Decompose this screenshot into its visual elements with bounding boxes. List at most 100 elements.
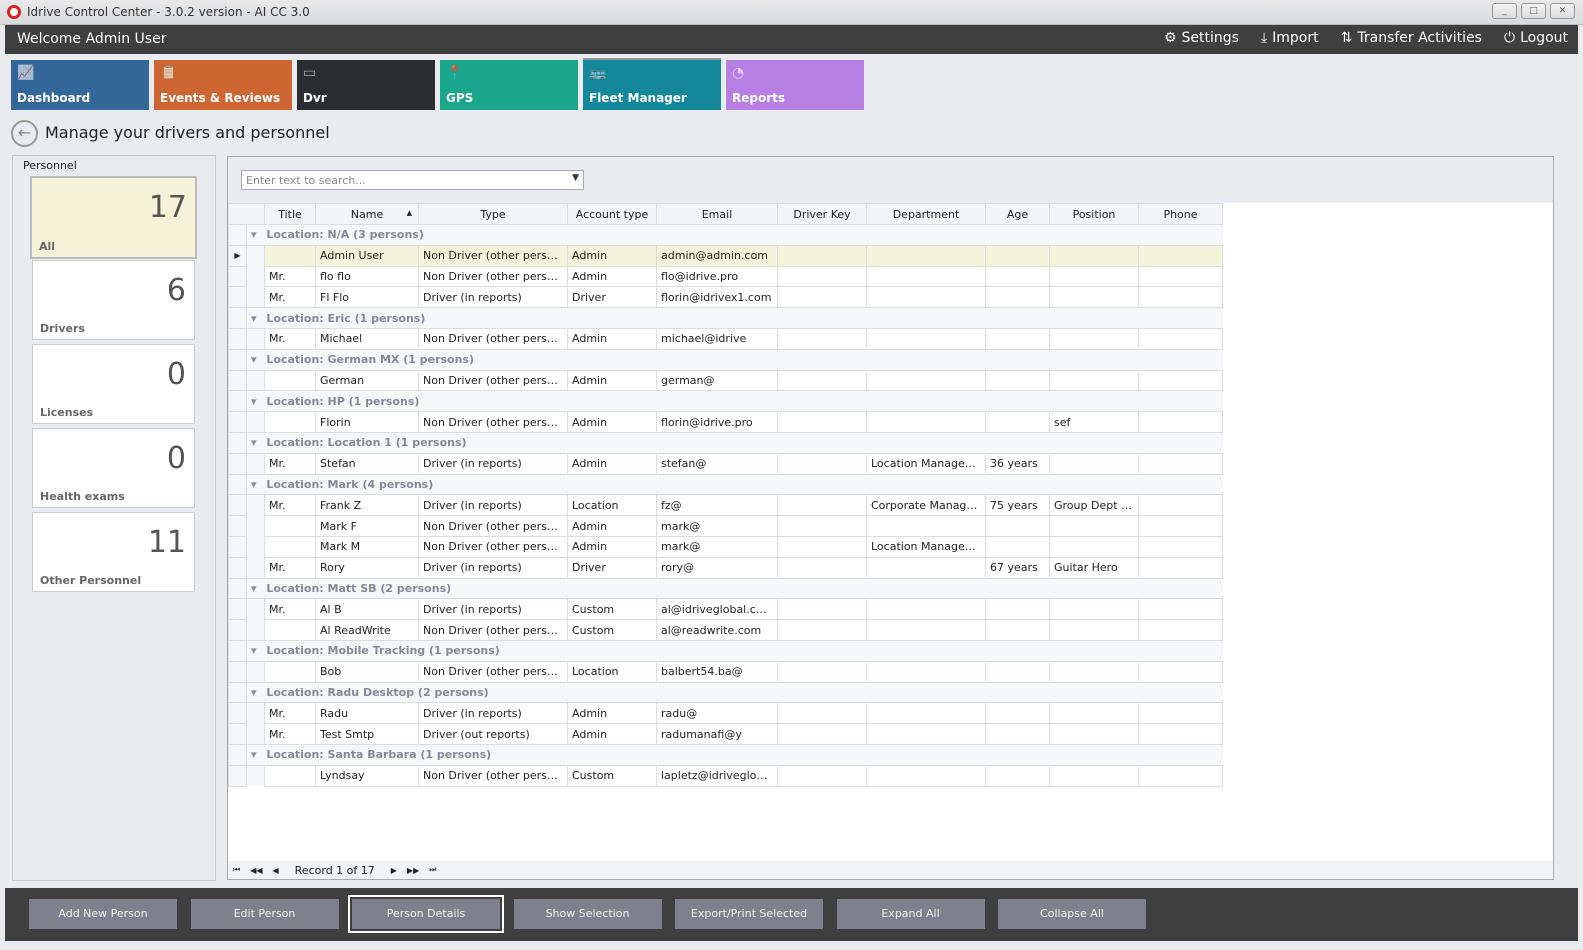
cell-email[interactable]: mark@	[656, 535, 778, 558]
cell-department[interactable]	[866, 764, 986, 787]
cell-account-type[interactable]: Driver	[567, 556, 657, 579]
cell-position[interactable]	[1049, 723, 1139, 745]
cell-name[interactable]: Admin User	[315, 244, 419, 267]
table-row[interactable]: Mr. Rory Driver (in reports) Driver rory@ 67 …	[228, 556, 1223, 579]
cell-email[interactable]: radumanafi@y	[656, 723, 778, 745]
cell-position[interactable]	[1049, 598, 1139, 621]
cell-email[interactable]: admin@admin.com	[656, 244, 778, 267]
cell-title[interactable]: Mr.	[264, 723, 316, 745]
cell-driver-key[interactable]	[777, 515, 867, 537]
cell-type[interactable]: Non Driver (other personnel)	[418, 265, 568, 288]
table-row[interactable]: Florin Non Driver (other personnel) Admin f…	[228, 411, 1223, 433]
cell-department[interactable]	[866, 265, 986, 288]
chevron-down-icon[interactable]: ▾	[251, 228, 261, 242]
cell-driver-key[interactable]	[777, 619, 867, 641]
cell-account-type[interactable]: Admin	[567, 723, 657, 745]
cell-account-type[interactable]: Driver	[567, 286, 657, 309]
cell-driver-key[interactable]	[777, 286, 867, 309]
cell-age[interactable]	[985, 660, 1050, 683]
cell-title[interactable]	[264, 619, 316, 641]
cell-age[interactable]	[985, 244, 1050, 267]
cell-department[interactable]	[866, 369, 986, 392]
cell-driver-key[interactable]	[777, 327, 867, 350]
back-button[interactable]: ←	[11, 120, 38, 147]
cell-age[interactable]: 75 years	[985, 494, 1050, 517]
chevron-down-icon[interactable]: ▾	[251, 311, 261, 325]
chevron-down-icon[interactable]: ▾	[251, 748, 261, 762]
collapse-all-button[interactable]: Collapse All	[998, 899, 1146, 929]
table-row[interactable]: ▶ Admin User Non Driver (other personnel) A…	[228, 244, 1223, 267]
group-row[interactable]: ▾ Location: Radu Desktop (2 persons)	[228, 681, 1223, 704]
group-row[interactable]: ▾ Location: Santa Barbara (1 persons)	[228, 743, 1223, 766]
transfer-activities-button[interactable]: ⇅ Transfer Activities	[1341, 30, 1482, 46]
column-header-type[interactable]: Type	[418, 203, 568, 225]
group-row[interactable]: ▾ Location: Mark (4 persons)	[228, 473, 1223, 496]
cell-position[interactable]	[1049, 369, 1139, 392]
export-print-selected-button[interactable]: Export/Print Selected	[675, 899, 823, 929]
cell-account-type[interactable]: Custom	[567, 764, 657, 787]
minimize-button[interactable]: _	[1492, 3, 1517, 19]
next-page-button[interactable]: ▶▶	[406, 865, 420, 875]
cell-age[interactable]	[985, 265, 1050, 288]
cell-age[interactable]	[985, 327, 1050, 350]
cell-account-type[interactable]: Admin	[567, 265, 657, 288]
cell-email[interactable]: radu@	[656, 702, 778, 725]
table-row[interactable]: German Non Driver (other personnel) Admin g…	[228, 369, 1223, 392]
cell-phone[interactable]	[1138, 702, 1223, 725]
cell-age[interactable]: 67 years	[985, 556, 1050, 579]
cell-position[interactable]	[1049, 660, 1139, 683]
table-row[interactable]: Mr. Frank Z Driver (in reports) Location fz@…	[228, 494, 1223, 517]
table-row[interactable]: Al ReadWrite Non Driver (other personnel)…	[228, 619, 1223, 641]
cell-email[interactable]: rory@	[656, 556, 778, 579]
cell-driver-key[interactable]	[777, 598, 867, 621]
cell-driver-key[interactable]	[777, 452, 867, 475]
cell-phone[interactable]	[1138, 723, 1223, 745]
cell-email[interactable]: al@readwrite.com	[656, 619, 778, 641]
cell-department[interactable]: Location Management	[866, 535, 986, 558]
cell-age[interactable]	[985, 515, 1050, 537]
cell-driver-key[interactable]	[777, 660, 867, 683]
chevron-down-icon[interactable]: ▾	[251, 581, 261, 595]
cell-title[interactable]	[264, 515, 316, 537]
tile-dvr[interactable]: ▭ Dvr	[297, 60, 435, 110]
cell-title[interactable]: Mr.	[264, 702, 316, 725]
cell-position[interactable]	[1049, 244, 1139, 267]
cell-department[interactable]	[866, 660, 986, 683]
group-row[interactable]: ▾ Location: Matt SB (2 persons)	[228, 577, 1223, 600]
cell-position[interactable]	[1049, 327, 1139, 350]
cell-driver-key[interactable]	[777, 494, 867, 517]
cell-department[interactable]	[866, 723, 986, 745]
chevron-down-icon[interactable]: ▼	[572, 173, 579, 183]
cell-age[interactable]	[985, 702, 1050, 725]
cell-age[interactable]	[985, 369, 1050, 392]
cell-department[interactable]	[866, 515, 986, 537]
cell-department[interactable]	[866, 702, 986, 725]
cell-phone[interactable]	[1138, 452, 1223, 475]
tile-dashboard[interactable]: 📈 Dashboard	[11, 60, 149, 110]
cell-title[interactable]: Mr.	[264, 265, 316, 288]
table-row[interactable]: Mr. Al B Driver (in reports) Custom al@idriv…	[228, 598, 1223, 621]
cell-type[interactable]: Non Driver (other personnel)	[418, 411, 568, 433]
sort-ascending-icon[interactable]: ▲	[406, 209, 412, 217]
cell-title[interactable]: Mr.	[264, 452, 316, 475]
cell-name[interactable]: Lyndsay	[315, 764, 419, 787]
group-row[interactable]: ▾ Location: N/A (3 persons)	[228, 224, 1223, 246]
chevron-down-icon[interactable]: ▾	[251, 477, 261, 491]
cell-driver-key[interactable]	[777, 265, 867, 288]
tile-gps[interactable]: 📍 GPS	[440, 60, 578, 110]
cell-age[interactable]	[985, 286, 1050, 309]
cell-name[interactable]: Test Smtp	[315, 723, 419, 745]
cell-account-type[interactable]: Admin	[567, 452, 657, 475]
cell-type[interactable]: Non Driver (other personnel)	[418, 764, 568, 787]
cell-position[interactable]	[1049, 619, 1139, 641]
tile-fleet-manager[interactable]: 🚌 Fleet Manager	[583, 58, 721, 110]
cell-age[interactable]	[985, 619, 1050, 641]
personnel-card-all[interactable]: 17 All	[30, 176, 197, 259]
cell-department[interactable]	[866, 244, 986, 267]
cell-email[interactable]: michael@idrive	[656, 327, 778, 350]
cell-name[interactable]: German	[315, 369, 419, 392]
cell-phone[interactable]	[1138, 494, 1223, 517]
personnel-card-health-exams[interactable]: 0 Health exams	[32, 428, 195, 508]
cell-name[interactable]: Bob	[315, 660, 419, 683]
cell-email[interactable]: stefan@	[656, 452, 778, 475]
